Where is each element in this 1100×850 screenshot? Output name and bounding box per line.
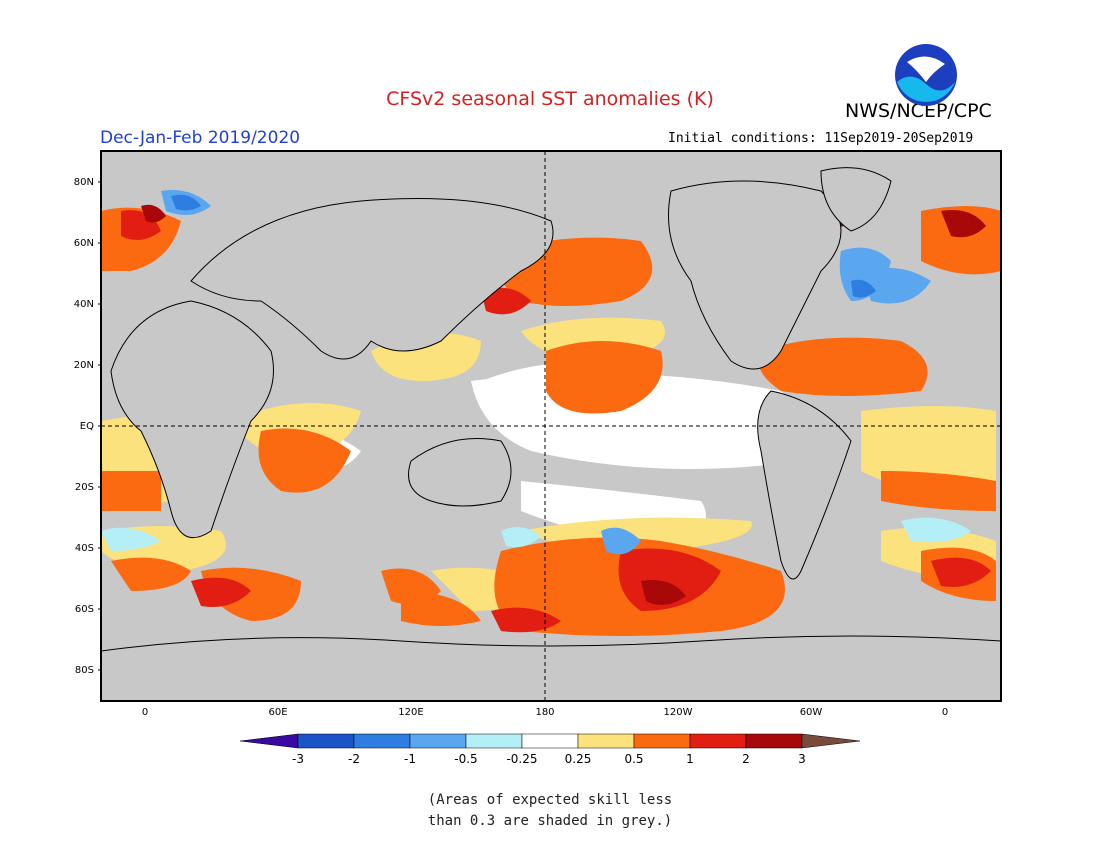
lon-label-60w: 60W [800,707,823,718]
lat-axis-80s: 80S [75,665,94,676]
lon-label-120e: 120E [398,707,423,718]
colorbar-tick-label: -3 [292,752,304,766]
skill-note-line-2: than 0.3 are shaded in grey.) [427,813,673,829]
lat-axis: 80N 60N 40N 20N EQ 20S 40S 60S 80S [74,177,94,676]
lon-label-60e: 60E [268,707,287,718]
continents [100,167,1002,702]
lat-axis-60s: 60S [75,604,94,615]
map-title: CFSv2 seasonal SST anomalies (K) [386,88,714,110]
lat-axis-20s: 20S [75,482,94,493]
lon-axis: 0 60E 120E 180 120W 60W 0 [142,707,948,718]
lat-axis-40s: 40S [75,543,94,554]
lat-axis-20n: 20N [74,360,94,371]
colorbar-box [353,733,411,749]
colorbar-box [689,733,747,749]
colorbar-tick-label: 0.25 [565,752,592,766]
sst-anomaly-map [98,150,1002,702]
lon-label-0-left: 0 [142,707,148,718]
colorbar-tick-label: 0.5 [624,752,643,766]
season-label: Dec-Jan-Feb 2019/2020 [100,128,301,148]
colorbar-box [577,733,635,749]
lon-label-0-right: 0 [942,707,948,718]
colorbar-tick-label: -2 [348,752,360,766]
skill-note: (Areas of expected skill less than 0.3 a… [0,790,1100,832]
lat-axis-40n: 40N [74,299,94,310]
colorbar-box [465,733,523,749]
lat-axis-80n: 80N [74,177,94,188]
colorbar-tick-label: -0.5 [454,752,477,766]
colorbar-box [633,733,691,749]
skill-note-line-1: (Areas of expected skill less [427,792,673,808]
lon-label-120w: 120W [664,707,693,718]
initial-conditions-label: Initial conditions: 11Sep2019-20Sep2019 [668,131,974,146]
lat-axis-60n: 60N [74,238,94,249]
lat-axis-eq: EQ [80,421,94,432]
lon-label-180: 180 [535,707,554,718]
colorbar-tick-label: -1 [404,752,416,766]
colorbar-arrow-low [239,733,299,749]
colorbar-box [297,733,355,749]
colorbar-arrow-high [801,733,861,749]
noaa-logo [895,44,957,106]
colorbar-tick-label: 2 [742,752,750,766]
colorbar-box [409,733,467,749]
colorbar-tick-label: 1 [686,752,694,766]
colorbar-tick-label: 3 [798,752,806,766]
colorbar-box [521,733,579,749]
organization-label: NWS/NCEP/CPC [845,100,992,122]
colorbar-box [745,733,803,749]
colorbar: -3 -2 -1 -0.5 -0.25 0.25 0.5 1 2 3 [239,733,861,766]
colorbar-tick-label: -0.25 [506,752,537,766]
